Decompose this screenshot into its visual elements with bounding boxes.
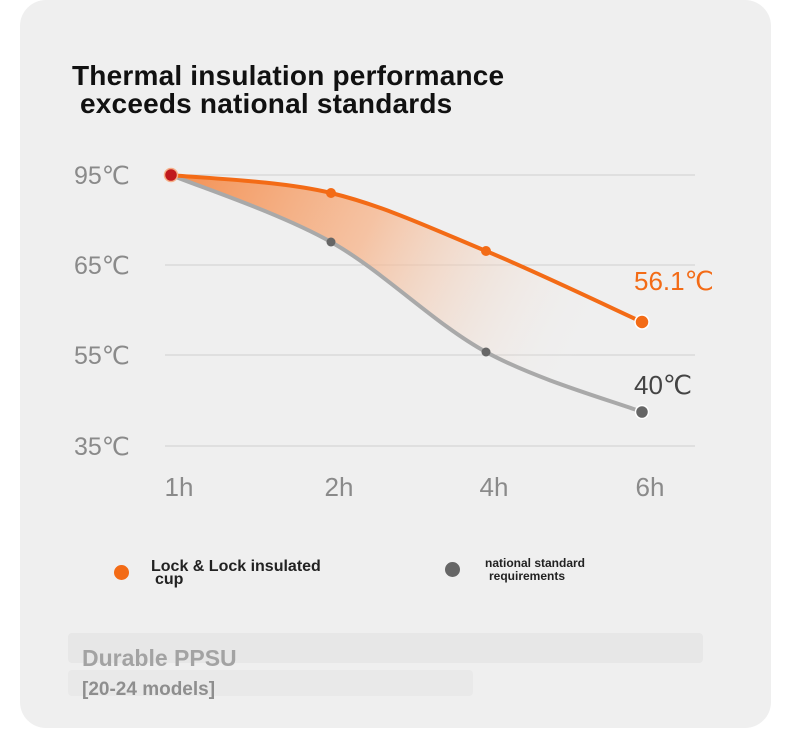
series-line-national-standard: [169, 173, 644, 414]
legend-label-national-standard: national standard requirements: [485, 556, 586, 583]
series-line-insulated-cup: [169, 173, 644, 324]
legend-label-insulated-cup: Lock & Lock insulated cup: [151, 558, 321, 588]
x-tick-label: 6h: [636, 472, 665, 502]
legend-item-national-standard: national standard requirements: [445, 557, 615, 583]
point-insulated-cup: [326, 188, 336, 198]
y-tick-label: 95℃: [74, 162, 130, 190]
infographic-card: Thermal insulation performance exceeds n…: [20, 0, 771, 728]
x-tick-label: 2h: [325, 472, 354, 502]
x-tick-label: 1h: [165, 472, 194, 502]
point-national-standard: [481, 347, 491, 357]
y-tick-label: 65℃: [74, 252, 130, 280]
legend-gray-dot: [445, 562, 460, 577]
start-point-marker: [163, 167, 179, 183]
footer-band-secondary: [68, 670, 473, 696]
chart-title-line2: exceeds national standards: [80, 88, 453, 119]
legend-item-insulated-cup: Lock & Lock insulated cup: [114, 558, 361, 588]
chart-title: Thermal insulation performance exceeds n…: [72, 62, 504, 118]
x-tick-label: 4h: [480, 472, 509, 502]
point-insulated-cup: [481, 246, 491, 256]
y-tick-label: 55℃: [74, 342, 130, 370]
footer-band: [68, 633, 703, 663]
chart-title-line1: Thermal insulation performance: [72, 60, 505, 91]
point-national-standard: [326, 237, 336, 247]
y-tick-label: 35℃: [74, 433, 130, 461]
point-national-standard: [634, 404, 650, 420]
footer-title: Durable PPSU: [82, 645, 237, 671]
end-label-insulated-cup: 56.1℃: [634, 266, 714, 296]
legend-orange-dot: [114, 565, 129, 580]
end-label-national-standard: 40℃: [634, 370, 692, 400]
point-insulated-cup: [634, 314, 650, 330]
footer-subtitle: [20-24 models]: [82, 679, 216, 700]
